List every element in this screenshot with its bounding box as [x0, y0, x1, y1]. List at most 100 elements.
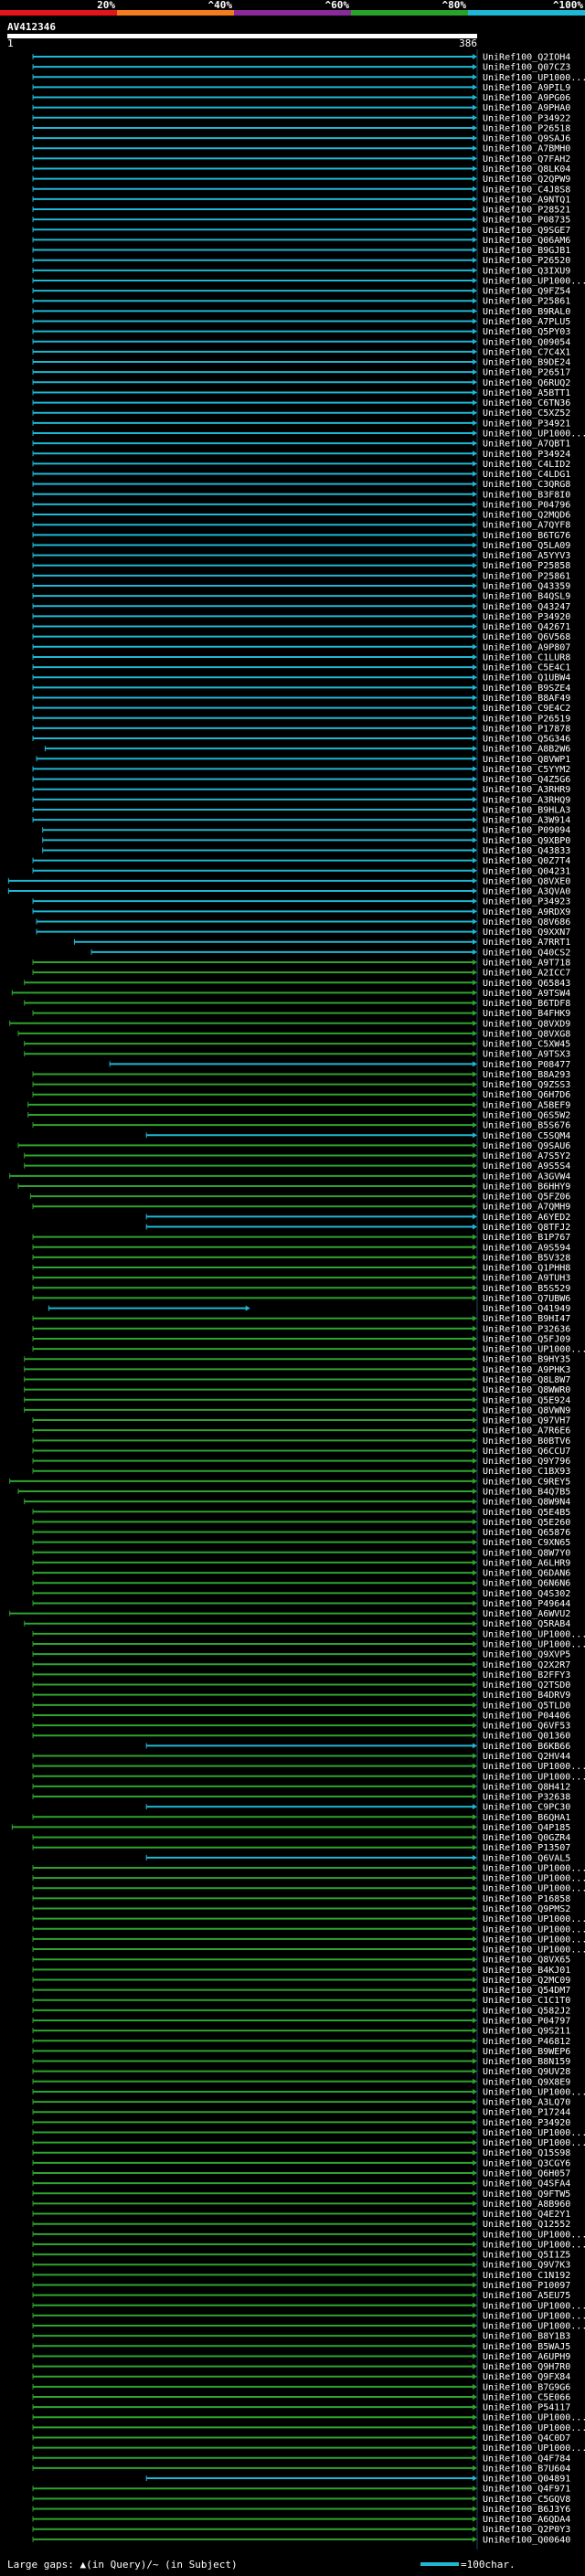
alignment-row[interactable]: UniRef100_Q3CGY6: [32, 2158, 570, 2168]
alignment-row[interactable]: UniRef100_Q0GZR4: [32, 1833, 570, 1843]
subject-label[interactable]: UniRef100_Q2P0Y3: [483, 2525, 570, 2535]
subject-label[interactable]: UniRef100_P08735: [483, 216, 570, 226]
subject-label[interactable]: UniRef100_Q09054: [483, 337, 570, 347]
alignment-row[interactable]: UniRef100_B7U604: [32, 2464, 570, 2474]
alignment-row[interactable]: UniRef100_B8Y1B3: [32, 2332, 570, 2342]
alignment-row[interactable]: UniRef100_Q54DM7: [32, 1986, 570, 1996]
alignment-row[interactable]: UniRef100_P32636: [32, 1324, 570, 1334]
alignment-row[interactable]: UniRef100_UP1000...: [32, 276, 585, 286]
alignment-row[interactable]: UniRef100_B9GJB1: [32, 246, 570, 256]
alignment-row[interactable]: UniRef100_Q40CS2: [90, 948, 570, 958]
subject-label[interactable]: UniRef100_A7BMH0: [483, 144, 570, 154]
subject-label[interactable]: UniRef100_B7G9G6: [483, 2382, 570, 2392]
alignment-row[interactable]: UniRef100_Q6DAN6: [32, 1569, 570, 1579]
alignment-row[interactable]: UniRef100_A2ICC7: [32, 969, 570, 979]
subject-label[interactable]: UniRef100_B3F8I0: [483, 490, 570, 500]
subject-label[interactable]: UniRef100_UP1000...: [483, 1884, 585, 1894]
alignment-row[interactable]: UniRef100_UP1000...: [32, 1935, 585, 1945]
subject-label[interactable]: UniRef100_Q8TFJ2: [483, 1223, 570, 1233]
subject-label[interactable]: UniRef100_Q9PMS2: [483, 1904, 570, 1914]
alignment-row[interactable]: UniRef100_Q4E2Y1: [32, 2210, 570, 2220]
alignment-row[interactable]: UniRef100_Q97VH7: [32, 1416, 570, 1426]
subject-label[interactable]: UniRef100_B9RAL0: [483, 307, 570, 317]
subject-label[interactable]: UniRef100_Q6DAN6: [483, 1569, 570, 1579]
alignment-row[interactable]: UniRef100_Q9ZSS3: [32, 1080, 570, 1090]
alignment-row[interactable]: UniRef100_Q8W9N4: [24, 1498, 571, 1508]
subject-label[interactable]: UniRef100_C7C4X1: [483, 347, 570, 357]
subject-label[interactable]: UniRef100_P32638: [483, 1793, 570, 1803]
subject-label[interactable]: UniRef100_UP1000...: [483, 1945, 585, 1956]
subject-label[interactable]: UniRef100_UP1000...: [483, 2087, 585, 2097]
alignment-row[interactable]: UniRef100_UP1000...: [32, 1762, 585, 1772]
subject-label[interactable]: UniRef100_Q8VWP1: [483, 755, 570, 765]
alignment-row[interactable]: UniRef100_B5S529: [32, 1284, 570, 1294]
alignment-row[interactable]: UniRef100_Q4S302: [32, 1589, 570, 1599]
alignment-row[interactable]: UniRef100_P26517: [32, 368, 570, 378]
subject-label[interactable]: UniRef100_C1C1T0: [483, 1996, 570, 2006]
subject-label[interactable]: UniRef100_A9PIL9: [483, 83, 570, 93]
alignment-row[interactable]: UniRef100_P17244: [32, 2108, 570, 2118]
subject-label[interactable]: UniRef100_Q5I1Z5: [483, 2251, 570, 2261]
subject-label[interactable]: UniRef100_Q2TSD0: [483, 1680, 570, 1691]
alignment-row[interactable]: UniRef100_Q6N6N6: [32, 1579, 570, 1589]
subject-label[interactable]: UniRef100_B4KJ01: [483, 1966, 570, 1976]
alignment-row[interactable]: UniRef100_P08477: [109, 1060, 570, 1070]
subject-label[interactable]: UniRef100_UP1000...: [483, 2423, 585, 2433]
subject-label[interactable]: UniRef100_UP1000...: [483, 1935, 585, 1945]
alignment-row[interactable]: UniRef100_Q9XVP5: [32, 1650, 570, 1660]
alignment-row[interactable]: UniRef100_Q43247: [32, 602, 570, 612]
alignment-row[interactable]: UniRef100_B6J3Y6: [32, 2505, 570, 2515]
subject-label[interactable]: UniRef100_Q4P185: [483, 1823, 570, 1833]
alignment-row[interactable]: UniRef100_A9TSX3: [24, 1050, 571, 1060]
subject-label[interactable]: UniRef100_P04796: [483, 500, 570, 510]
alignment-row[interactable]: UniRef100_Q582J2: [32, 2006, 570, 2016]
alignment-row[interactable]: UniRef100_P17878: [32, 724, 570, 734]
alignment-row[interactable]: UniRef100_Q6VF53: [32, 1722, 570, 1732]
alignment-row[interactable]: UniRef100_A7R6E6: [32, 1426, 570, 1436]
alignment-row[interactable]: UniRef100_P34921: [32, 419, 570, 429]
subject-label[interactable]: UniRef100_UP1000...: [483, 1345, 585, 1355]
subject-label[interactable]: UniRef100_P34922: [483, 113, 570, 123]
subject-label[interactable]: UniRef100_A6QDA4: [483, 2515, 570, 2525]
alignment-row[interactable]: UniRef100_B4QSL9: [32, 592, 570, 602]
alignment-row[interactable]: UniRef100_A9S5S4: [24, 1161, 571, 1171]
subject-label[interactable]: UniRef100_Q3CGY6: [483, 2158, 570, 2168]
alignment-row[interactable]: UniRef100_P34920: [32, 2118, 570, 2128]
alignment-row[interactable]: UniRef100_C4LID2: [32, 460, 570, 470]
alignment-row[interactable]: UniRef100_Q2P0Y3: [32, 2525, 570, 2535]
subject-label[interactable]: UniRef100_B9HLA3: [483, 805, 570, 815]
alignment-row[interactable]: UniRef100_A7QYF8: [32, 521, 570, 531]
subject-label[interactable]: UniRef100_P26520: [483, 256, 570, 266]
subject-label[interactable]: UniRef100_Q2IOH4: [483, 53, 570, 63]
alignment-row[interactable]: UniRef100_B5V328: [32, 1253, 570, 1263]
alignment-row[interactable]: UniRef100_A6YED2: [145, 1213, 570, 1223]
subject-label[interactable]: UniRef100_Q8W7Y0: [483, 1548, 570, 1558]
alignment-row[interactable]: UniRef100_A9T718: [32, 958, 570, 968]
subject-label[interactable]: UniRef100_UP1000...: [483, 1863, 585, 1873]
subject-label[interactable]: UniRef100_Q65876: [483, 1528, 570, 1538]
subject-label[interactable]: UniRef100_B4QSL9: [483, 592, 570, 602]
alignment-row[interactable]: UniRef100_Q7FAH2: [32, 154, 570, 164]
alignment-row[interactable]: UniRef100_Q5E260: [32, 1518, 570, 1528]
subject-label[interactable]: UniRef100_Q5E4B5: [483, 1508, 570, 1518]
alignment-row[interactable]: UniRef100_A3RHR9: [32, 785, 570, 795]
alignment-row[interactable]: UniRef100_P26518: [32, 123, 570, 133]
subject-label[interactable]: UniRef100_Q1PHH8: [483, 1264, 570, 1274]
alignment-row[interactable]: UniRef100_A7S5Y2: [24, 1151, 571, 1161]
alignment-row[interactable]: UniRef100_Q6V568: [32, 632, 570, 642]
subject-label[interactable]: UniRef100_A2ICC7: [483, 969, 570, 979]
alignment-row[interactable]: UniRef100_UP1000...: [32, 429, 585, 439]
alignment-row[interactable]: UniRef100_Q5G346: [32, 735, 570, 745]
subject-label[interactable]: UniRef100_A6LHR9: [483, 1558, 570, 1568]
subject-label[interactable]: UniRef100_C4LID2: [483, 460, 570, 470]
alignment-row[interactable]: UniRef100_B9HY35: [24, 1355, 571, 1365]
alignment-row[interactable]: UniRef100_Q5E924: [24, 1395, 571, 1405]
alignment-row[interactable]: UniRef100_P34922: [32, 113, 570, 123]
subject-label[interactable]: UniRef100_P16858: [483, 1894, 570, 1904]
subject-label[interactable]: UniRef100_A9RDX9: [483, 907, 570, 917]
subject-label[interactable]: UniRef100_B8N159: [483, 2057, 570, 2067]
alignment-row[interactable]: UniRef100_UP1000...: [32, 1345, 585, 1355]
alignment-row[interactable]: UniRef100_Q2TSD0: [32, 1680, 570, 1691]
subject-label[interactable]: UniRef100_Q9SGE7: [483, 226, 570, 236]
subject-label[interactable]: UniRef100_A9TSW4: [483, 989, 570, 999]
